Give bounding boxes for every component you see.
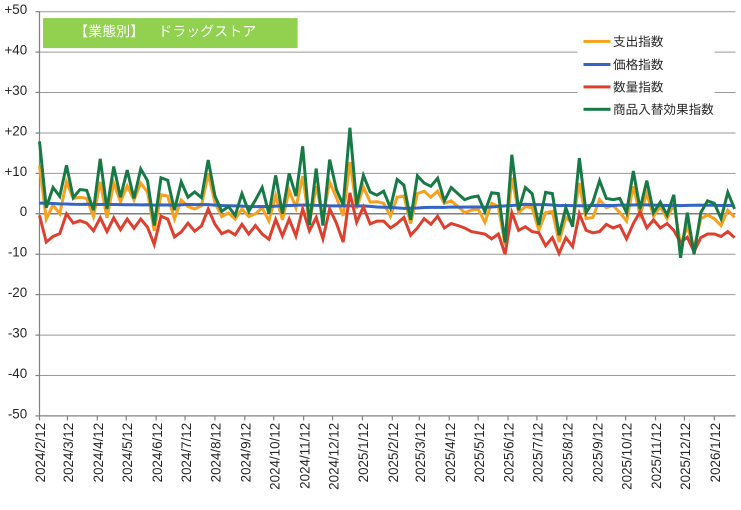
svg-text:-10: -10: [8, 245, 27, 260]
svg-text:2024/6/12: 2024/6/12: [150, 423, 165, 483]
svg-text:2026/1/12: 2026/1/12: [708, 423, 723, 483]
svg-text:2024/11/12: 2024/11/12: [297, 423, 312, 489]
svg-text:+30: +30: [4, 83, 27, 98]
svg-text:-40: -40: [8, 366, 27, 381]
svg-text:2025/5/12: 2025/5/12: [472, 423, 487, 483]
svg-text:2024/7/12: 2024/7/12: [179, 423, 194, 483]
svg-text:2024/3/12: 2024/3/12: [61, 423, 76, 483]
svg-text:2024/9/12: 2024/9/12: [239, 423, 254, 483]
svg-text:+40: +40: [4, 43, 27, 58]
svg-text:+10: +10: [4, 164, 27, 179]
svg-text:2025/12/12: 2025/12/12: [678, 423, 693, 490]
svg-text:2025/10/12: 2025/10/12: [619, 423, 634, 490]
svg-text:2024/12/12: 2024/12/12: [326, 423, 341, 490]
svg-text:2025/9/12: 2025/9/12: [590, 423, 605, 483]
svg-text:2025/1/12: 2025/1/12: [356, 423, 371, 483]
svg-text:2025/2/12: 2025/2/12: [386, 423, 401, 483]
svg-text:2025/7/12: 2025/7/12: [531, 423, 546, 483]
svg-text:+20: +20: [4, 123, 27, 138]
svg-text:2025/11/12: 2025/11/12: [649, 423, 664, 489]
svg-text:2024/2/12: 2024/2/12: [33, 423, 48, 483]
svg-text:-30: -30: [8, 325, 27, 340]
svg-text:+50: +50: [4, 2, 27, 17]
svg-text:2025/6/12: 2025/6/12: [502, 423, 517, 483]
svg-text:2025/8/12: 2025/8/12: [561, 423, 576, 483]
svg-text:0: 0: [20, 204, 27, 219]
svg-text:-50: -50: [8, 406, 27, 421]
svg-text:2024/4/12: 2024/4/12: [91, 423, 106, 483]
svg-text:2024/5/12: 2024/5/12: [120, 423, 135, 483]
svg-text:2024/8/12: 2024/8/12: [209, 423, 224, 483]
svg-text:2025/3/12: 2025/3/12: [413, 423, 428, 483]
svg-text:-20: -20: [8, 285, 27, 300]
svg-text:2024/10/12: 2024/10/12: [267, 423, 282, 490]
svg-text:2025/4/12: 2025/4/12: [443, 423, 458, 483]
